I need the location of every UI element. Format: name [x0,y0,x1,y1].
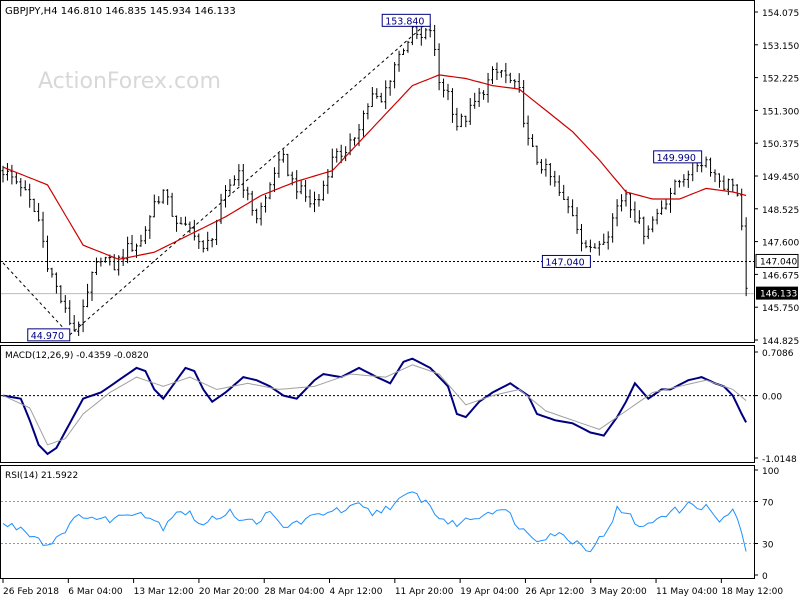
price-annotation-box [381,13,431,27]
x-tick-label: 20 Mar 20:00 [199,587,259,597]
macd-tick-label: 0.00 [762,393,782,403]
macd-tick-label: 0.7086 [762,349,794,359]
price-tick-label: 154.075 [762,9,799,19]
price-tick-label: 149.450 [762,173,799,183]
macd-panel-frame [0,345,755,463]
last-price-box [756,286,798,300]
macd-title: MACD(12,26,9) -0.4359 -0.0820 [5,351,149,361]
rsi-tick-label: 100 [762,467,779,477]
rsi-panel-frame [0,465,755,579]
x-tick-label: 13 Mar 12:00 [134,587,194,597]
level-price-box [755,253,799,268]
trendline-left [2,262,71,336]
x-axis: 26 Feb 2018 6 Mar 04:00 13 Mar 12:00 20 Mar… [2,579,783,597]
price-axis: 154.075 153.150 152.225 151.300 150.375 149.4… [754,9,799,347]
rsi-layer: RSI(14) 21.5922 100 70 30 0 [1,467,779,582]
rsi-line [2,491,747,553]
price-tick-label: 145.750 [762,304,799,314]
x-tick-label: 11 May 04:00 [656,587,718,597]
price-tick-label: 151.300 [762,107,799,117]
rsi-tick-label: 30 [762,541,774,551]
price-title: GBPJPY,H4 146.810 146.835 145.934 146.13… [5,6,236,17]
watermark: ActionForex.com [38,69,221,94]
trendline-rising [69,19,431,336]
x-tick-label: 3 May 20:00 [591,587,647,597]
price-tick-label: 150.375 [762,140,799,150]
last-price-label: 146.133 [760,290,797,300]
rsi-title: RSI(14) 21.5922 [5,471,78,481]
price-tick-label: 152.225 [762,75,799,85]
price-tick-label: 147.600 [762,239,799,249]
price-annotation-label: 153.840 [385,16,424,27]
x-tick-label: 11 Apr 20:00 [395,587,454,597]
price-tick-label: 144.825 [762,337,799,347]
price-tick-label: 146.675 [762,271,799,281]
rsi-tick-label: 0 [762,572,768,582]
x-tick-label: 19 Apr 04:00 [460,587,519,597]
price-annotation-label: 149.990 [657,153,696,164]
price-tick-label: 148.525 [762,206,799,216]
level-price-label: 147.040 [760,257,797,267]
price-annotation-box [541,254,591,268]
price-layer: 153.840 44.970 147.040 149.990 [1,13,754,342]
price-annotation-label: 147.040 [545,257,584,268]
x-tick-label: 4 Apr 12:00 [330,587,383,597]
rsi-tick-label: 70 [762,499,774,509]
macd-layer: MACD(12,26,9) -0.4359 -0.0820 0.7086 0.00 -… [1,349,797,465]
x-tick-label: 28 Mar 04:00 [264,587,324,597]
x-tick-label: 26 Feb 2018 [3,587,59,597]
moving-average-line [2,74,747,260]
x-tick-label: 26 Apr 12:00 [525,587,584,597]
price-annotation-box [27,328,71,342]
price-tick-label: 153.150 [762,42,799,52]
price-annotation-label: 44.970 [31,331,64,342]
x-tick-label: 6 Mar 04:00 [68,587,123,597]
macd-signal-line [2,364,747,446]
price-panel-frame [0,0,755,343]
macd-tick-label: -1.0148 [762,455,797,465]
x-tick-label: 18 May 12:00 [721,587,783,597]
price-annotation-box [653,150,703,164]
